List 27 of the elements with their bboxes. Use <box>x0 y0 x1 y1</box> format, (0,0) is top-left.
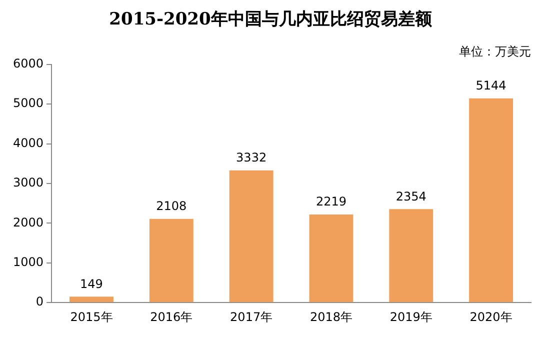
y-tick-label: 4000 <box>12 136 44 150</box>
text: 单位：万美元 <box>459 44 531 59</box>
data-label: 2354 <box>396 189 426 204</box>
x-tick-label: 2017年 <box>230 310 273 324</box>
y-tick-label: 2000 <box>12 215 44 230</box>
x-tick-label: 2018年 <box>310 310 352 324</box>
y-tick-label: 6000 <box>12 56 44 71</box>
y-tick-label: 3000 <box>12 176 44 190</box>
bar <box>70 296 114 302</box>
x-tick-label: 2016年 <box>150 310 193 324</box>
bar <box>229 170 274 302</box>
data-label: 5144 <box>476 78 506 93</box>
x-tick-label: 2019年 <box>390 310 432 324</box>
data-label: 2219 <box>316 194 346 209</box>
data-label: 149 <box>80 276 103 291</box>
chart-title: 2015-2020年中国与几内亚比绍贸易差额 <box>109 10 433 30</box>
y-tick-label: 0 <box>36 294 44 309</box>
x-tick-label: 2015年 <box>70 310 113 324</box>
data-label: 3332 <box>236 150 267 164</box>
bar <box>389 209 434 302</box>
bar <box>469 98 514 302</box>
bar <box>149 218 194 302</box>
y-tick-label: 5000 <box>12 96 44 110</box>
bar <box>309 214 354 302</box>
y-tick-label: 1000 <box>12 255 44 270</box>
data-label: 2108 <box>156 199 187 214</box>
x-tick-label: 2020年 <box>470 310 512 324</box>
